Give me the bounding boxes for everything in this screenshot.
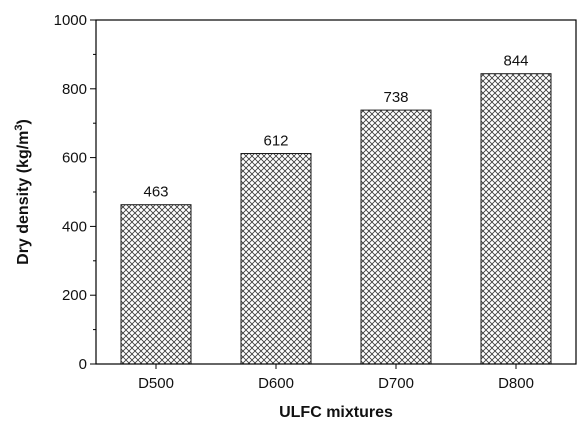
x-ticks-layer: D500 D600 D700 D800: [138, 364, 534, 392]
y-tick-label-400: 400: [62, 218, 87, 235]
y-axis-title-main: Dry density (kg/m: [15, 131, 32, 265]
y-axis-title-suffix: ): [15, 119, 32, 124]
y-axis-title-superscript: 3: [13, 124, 25, 130]
y-ticks-layer: 0 200 400 600 800 1000: [54, 12, 96, 373]
y-tick-label-600: 600: [62, 150, 87, 167]
data-label-d600: 612: [263, 133, 288, 150]
bar-d600: [240, 153, 312, 365]
y-tick-label-200: 200: [62, 287, 87, 304]
data-label-d700: 738: [383, 89, 408, 106]
bar-d800: [480, 73, 552, 365]
bar-d500: [120, 204, 192, 365]
y-tick-label-800: 800: [62, 81, 87, 98]
y-tick-label-0: 0: [79, 356, 87, 373]
y-tick-label-1000: 1000: [54, 12, 87, 29]
y-axis-title: Dry density (kg/m3): [13, 119, 32, 265]
x-tick-label-d700: D700: [378, 375, 414, 392]
data-label-d500: 463: [143, 184, 168, 201]
x-tick-label-d800: D800: [498, 375, 534, 392]
x-tick-label-d500: D500: [138, 375, 174, 392]
data-labels-layer: 463 612 738 844: [143, 53, 528, 201]
y-axis-title-group: Dry density (kg/m3): [13, 119, 32, 265]
bar-d700: [360, 109, 432, 365]
data-label-d800: 844: [503, 53, 528, 70]
bars-layer: [120, 73, 552, 365]
x-tick-label-d600: D600: [258, 375, 294, 392]
x-axis-title: ULFC mixtures: [279, 404, 393, 421]
